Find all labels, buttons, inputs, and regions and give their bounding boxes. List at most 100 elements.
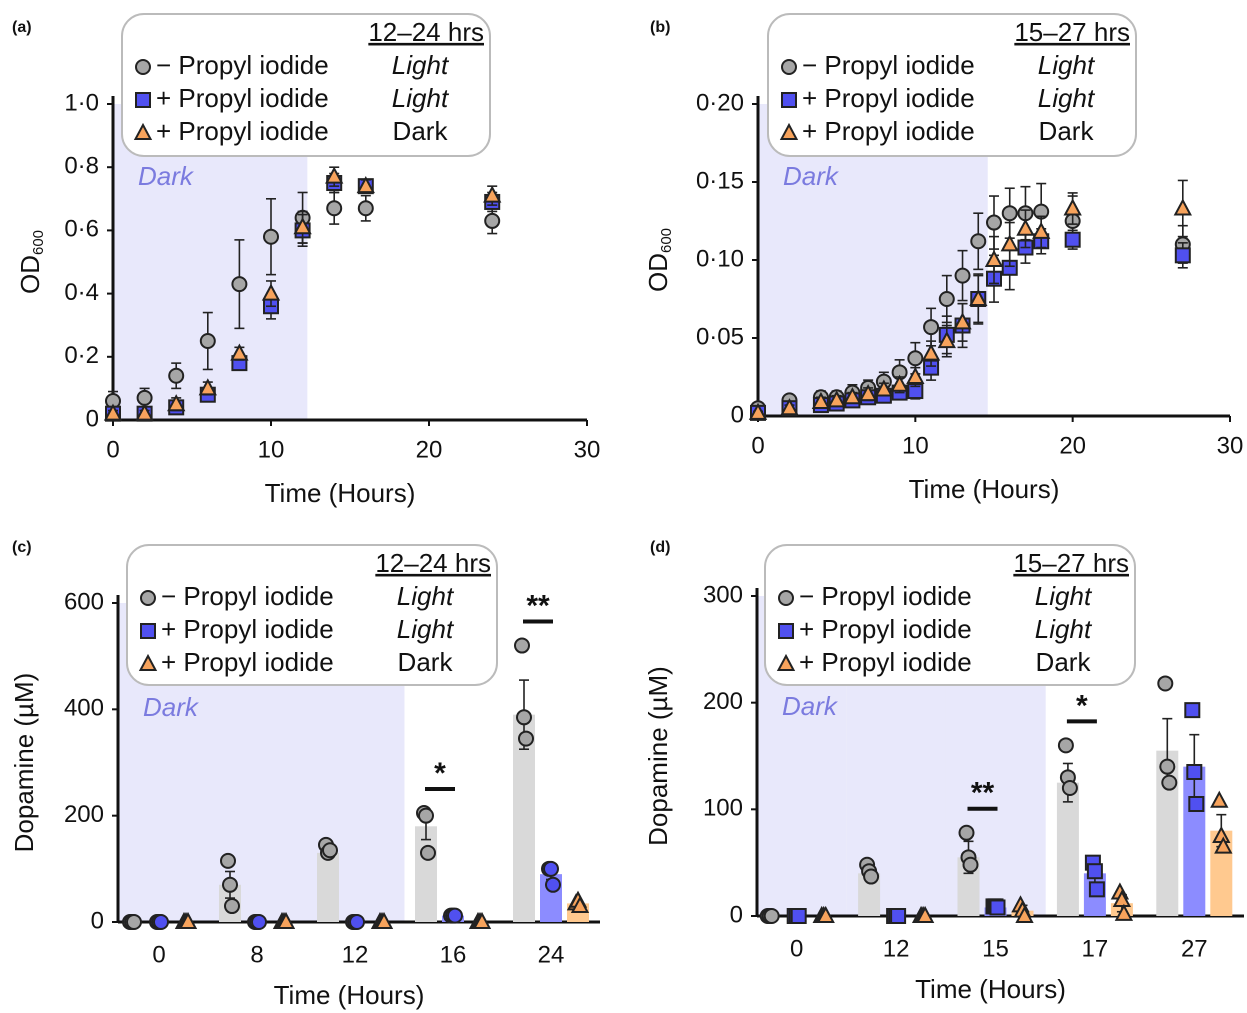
y-tick-label: 0·15 [696,167,744,194]
legend-symbol [778,590,794,606]
legend-box [764,544,1136,686]
bar [957,857,980,916]
data-point [863,868,880,885]
y-tick-label: 400 [64,695,104,722]
bar [513,714,535,922]
y-tick-label: 0·20 [696,89,744,116]
data-point [484,212,501,229]
dark-label: Dark [782,691,839,721]
x-tick-label: 12 [342,941,369,968]
data-point [135,403,154,421]
y-axis-title-sub: 600 [658,228,675,253]
legend-symbol [133,122,153,140]
x-tick-label: 24 [538,941,565,968]
data-point [356,176,375,194]
data-point [153,914,169,930]
y-tick-label: 0 [86,405,99,432]
y-tick-label: 0 [730,901,743,928]
x-tick-label: 10 [902,432,929,459]
data-point [989,899,1006,916]
panel-label: (c) [12,539,32,556]
data-point [954,267,971,284]
y-tick-label: 0 [731,401,744,428]
y-tick-label: 200 [64,801,104,828]
data-point [1159,758,1176,775]
data-point [1184,702,1201,719]
legend-condition: Light [1038,50,1096,80]
data-point [516,709,532,726]
y-axis-title-main: Dopamine (µM) [9,673,39,853]
y-axis-title-main: Dopamine (µM) [643,666,673,846]
legend-title: 15–27 hrs [1014,17,1130,47]
y-tick-label: 0 [91,907,104,934]
data-point [222,876,238,893]
data-point [1112,889,1132,907]
data-point [907,350,924,367]
y-tick-label: 0·10 [696,245,744,272]
x-tick-label: 12 [883,935,910,962]
data-point [915,905,935,923]
legend-condition: Dark [1036,647,1092,677]
y-axis-title-main: OD [15,255,45,294]
legend-label: + Propyl iodide [802,116,975,146]
x-tick-label: 30 [574,436,601,463]
data-point [1186,764,1203,780]
x-tick-label: 0 [751,432,764,459]
data-point [349,914,365,930]
data-point [199,333,216,349]
data-point [1057,737,1074,754]
y-tick-label: 0·6 [64,216,99,243]
legend-condition: Light [1038,83,1096,113]
data-point [1188,796,1205,812]
data-point [447,907,463,924]
data-point [923,319,940,336]
data-point [969,288,988,306]
data-point [986,214,1002,231]
bar [317,852,339,922]
data-point [1015,905,1034,923]
data-point [1161,774,1178,791]
x-axis-title: Time (Hours) [915,974,1066,1004]
data-point [1000,234,1019,252]
data-point [921,343,941,361]
significance-label: * [1076,689,1088,722]
data-point [168,367,185,384]
y-axis-title: OD600 [643,228,675,292]
data-point [545,876,561,893]
data-point [1210,790,1229,808]
legend-label: + Propyl iodide [156,83,329,113]
legend-label: + Propyl iodide [161,614,334,644]
bar [1156,750,1179,916]
x-tick-label: 16 [440,941,467,968]
data-point [198,378,217,396]
data-point [1032,221,1051,239]
legend-label: + Propyl iodide [799,614,972,644]
data-point [483,185,502,203]
x-tick-label: 20 [416,436,443,463]
data-point [261,283,281,301]
data-point [326,200,343,217]
y-tick-label: 0·2 [64,342,99,369]
data-point [906,366,925,384]
data-point [570,895,590,914]
bar [1056,782,1079,916]
data-point [1157,675,1174,692]
data-point [763,908,780,924]
legend-box [121,13,491,157]
y-tick-label: 200 [703,688,743,715]
x-tick-label: 0 [790,935,803,962]
dark-label: Dark [138,161,195,191]
legend-condition: Light [392,83,450,113]
x-tick-label: 27 [1181,935,1208,962]
x-tick-label: 0 [152,941,165,968]
x-axis-title: Time (Hours) [265,478,416,508]
y-tick-label: 600 [64,588,104,615]
data-point [748,402,768,420]
data-point [790,908,807,924]
data-point [958,824,975,841]
x-tick-label: 15 [982,935,1009,962]
y-axis-title: Dopamine (µM) [9,673,39,853]
y-axis-title: Dopamine (µM) [643,666,673,846]
y-tick-label: 0·8 [64,153,99,180]
legend-symbol [135,59,151,75]
